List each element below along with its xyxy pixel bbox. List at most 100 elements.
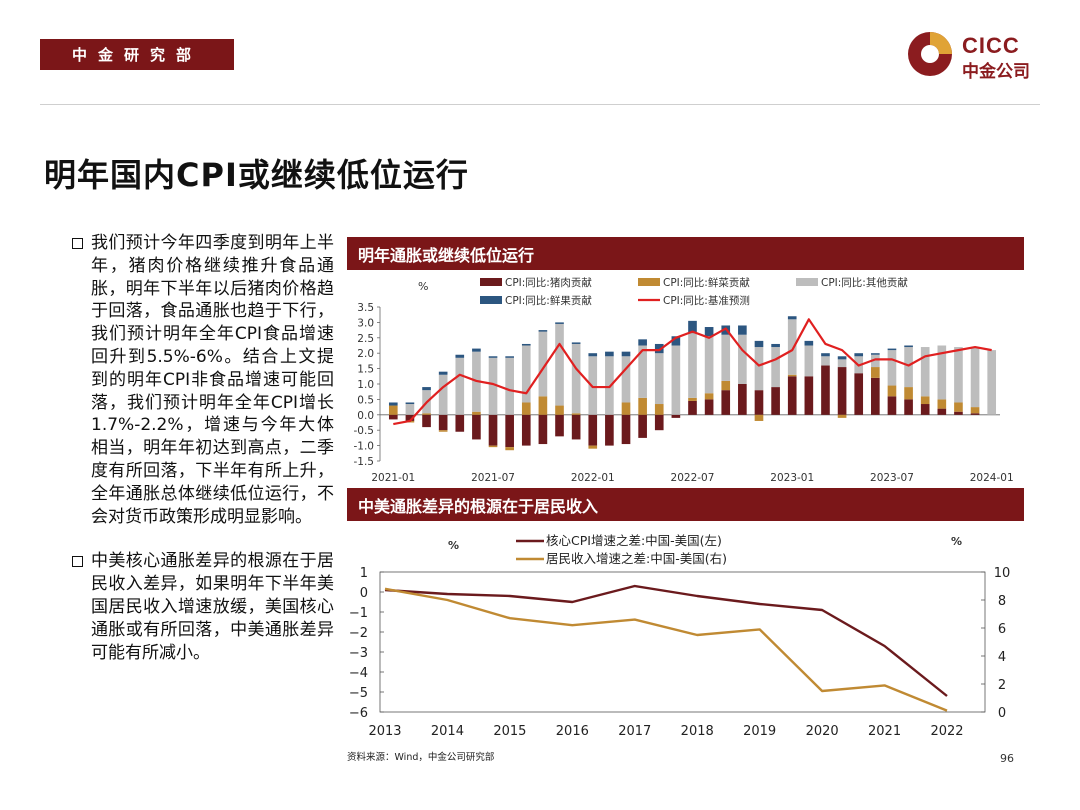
legend-label: 核心CPI增速之差:中国-美国(左) [546, 533, 722, 548]
bar-segment [987, 350, 997, 415]
bar-segment [837, 356, 847, 360]
bar-segment [638, 339, 647, 346]
bar-segment [505, 414, 514, 448]
logo-text-en: CICC [962, 33, 1020, 58]
y-right-tick-label: 4 [998, 650, 1006, 665]
bar-segment [654, 353, 664, 405]
y-tick-label: 3.0 [357, 317, 374, 329]
bar-segment [970, 413, 980, 415]
bar-segment [887, 385, 897, 397]
bar-segment [621, 414, 631, 445]
bar-segment [771, 343, 780, 348]
legend-label: CPI:同比:鲜果贡献 [505, 294, 592, 307]
bullet-list: 我们预计今年四季度到明年上半年，猪肉价格继续推升食品通胀，明年下半年以后猪肉价格… [72, 232, 334, 664]
bar-segment [588, 445, 598, 449]
y-left-tick-label: 0 [360, 586, 368, 601]
bar-segment [754, 347, 764, 391]
bar-segment [771, 347, 780, 388]
x-tick-label: 2020 [806, 724, 839, 739]
legend-label: CPI:同比:鲜菜贡献 [663, 276, 750, 289]
bar-segment [837, 414, 847, 418]
y-tick-label: -0.5 [354, 425, 375, 437]
bar-segment [538, 331, 548, 397]
bar-segment [787, 319, 797, 375]
bar-segment [605, 351, 614, 357]
x-tick-label: 2024-01 [970, 472, 1014, 484]
bar-segment [405, 404, 415, 415]
y-unit-label: % [418, 280, 428, 293]
bar-segment [555, 323, 564, 406]
bar-segment [505, 357, 514, 415]
forecast-line [393, 318, 992, 426]
x-tick-label: 2022 [930, 724, 963, 739]
bar-segment [821, 365, 830, 415]
bar-segment [388, 405, 398, 415]
y-tick-label: 2.5 [357, 333, 374, 345]
bar-segment [422, 387, 431, 391]
bar-segment [787, 374, 797, 377]
bar-segment [688, 333, 697, 398]
bar-segment [654, 414, 664, 431]
bar-segment [405, 402, 415, 405]
bar-segment [704, 393, 714, 400]
bar-segment [937, 345, 947, 400]
bar-segment [837, 367, 847, 415]
bar-segment [704, 399, 714, 415]
y-tick-label: 1.0 [357, 379, 374, 391]
bar-segment [887, 396, 897, 415]
bar-segment [538, 414, 548, 445]
bar-segment [671, 336, 681, 346]
bar-segment [621, 351, 631, 357]
bar-segment [538, 396, 548, 415]
x-tick-label: 2021-07 [471, 472, 515, 484]
x-tick-label: 2021 [868, 724, 901, 739]
bar-segment [688, 320, 697, 334]
bar-segment [555, 405, 564, 415]
bar-segment [571, 343, 581, 414]
bar-segment [937, 408, 947, 415]
bar-segment [704, 336, 714, 394]
legend-label: CPI:同比:猪肉贡献 [505, 276, 592, 289]
bar-segment [438, 371, 448, 375]
bar-segment [970, 407, 980, 414]
bar-segment [521, 343, 531, 346]
us-china-gap-chart: % %核心CPI增速之差:中国-美国(左)居民收入增速之差:中国-美国(右)10−… [349, 533, 1010, 739]
bar-segment [621, 402, 631, 415]
bar-segment [871, 353, 880, 355]
bar-segment [754, 390, 764, 415]
bar-segment [837, 359, 847, 368]
x-tick-label: 2023-07 [870, 472, 914, 484]
x-tick-label: 2017 [618, 724, 651, 739]
y-tick-label: 3.5 [357, 302, 374, 314]
bar-segment [405, 414, 415, 421]
bullet-text: 我们预计今年四季度到明年上半年，猪肉价格继续推升食品通胀，明年下半年以后猪肉价格… [91, 233, 334, 527]
bar-segment [954, 411, 963, 415]
bar-segment [521, 345, 531, 403]
bullet-text: 中美核心通胀差异的根源在于居民收入差异，如果明年下半年美国居民收入增速放缓，美国… [91, 551, 334, 663]
bar-segment [738, 334, 747, 384]
legend-label: 居民收入增速之差:中国-美国(右) [546, 551, 727, 566]
y-tick-label: 2.0 [357, 348, 374, 360]
legend-swatch [638, 278, 660, 286]
bar-segment [904, 345, 913, 348]
bar-segment [954, 402, 963, 412]
bar-segment [455, 357, 465, 415]
x-tick-label: 2022-07 [671, 472, 715, 484]
bar-segment [787, 376, 797, 415]
bar-segment [904, 347, 913, 388]
y-tick-label: -1.5 [354, 456, 375, 468]
y-left-tick-label: −5 [349, 686, 368, 701]
x-tick-label: 2019 [743, 724, 776, 739]
y-left-tick-label: 1 [360, 566, 368, 581]
x-tick-label: 2023-01 [770, 472, 814, 484]
bar-segment [422, 414, 431, 428]
x-tick-label: 2021-01 [371, 472, 415, 484]
bar-segment [871, 367, 880, 378]
logo-text-cn: 中金公司 [962, 62, 1030, 82]
bar-segment [521, 414, 531, 446]
bar-segment [920, 347, 930, 397]
bar-segment [754, 340, 764, 348]
bar-segment [671, 414, 681, 418]
bar-segment [388, 414, 398, 420]
bar-segment [538, 330, 548, 332]
